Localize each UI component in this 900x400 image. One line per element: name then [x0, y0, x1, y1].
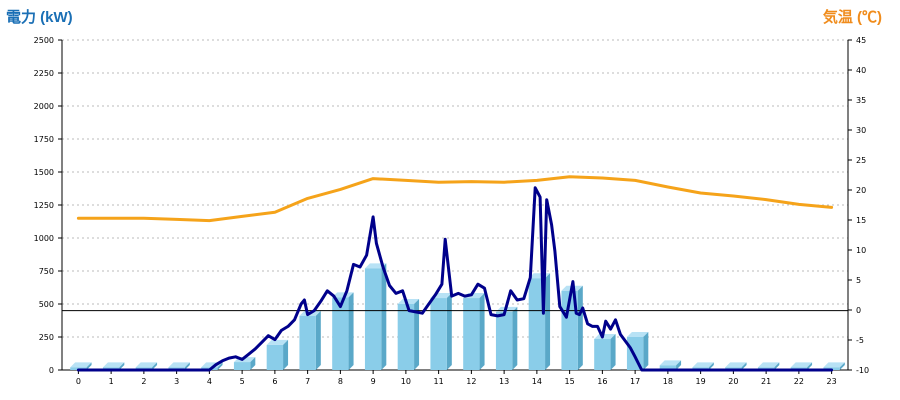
- x-tick-label: 4: [207, 377, 212, 386]
- x-tick-label: 0: [76, 377, 81, 386]
- right-axis-title: 気温 (℃): [822, 9, 882, 26]
- right-tick-label: 5: [856, 276, 861, 285]
- x-tick-label: 15: [565, 377, 575, 386]
- right-tick-label: 20: [856, 186, 866, 195]
- power-bar: [397, 299, 420, 370]
- x-tick-label: 9: [371, 377, 376, 386]
- x-tick-label: 20: [728, 377, 738, 386]
- left-tick-label: 750: [39, 267, 54, 276]
- power-bar: [266, 339, 289, 370]
- x-tick-label: 16: [597, 377, 607, 386]
- power-bar: [659, 360, 682, 370]
- x-tick-label: 2: [141, 377, 146, 386]
- left-tick-label: 1000: [34, 234, 54, 243]
- power-bar: [299, 310, 321, 370]
- left-tick-label: 250: [39, 333, 54, 342]
- power-line: [76, 186, 834, 372]
- left-tick-label: 2000: [34, 102, 54, 111]
- right-tick-label: 25: [856, 156, 866, 165]
- left-tick-label: 1750: [34, 135, 54, 144]
- right-tick-label: 0: [856, 306, 861, 315]
- x-tick-label: 8: [338, 377, 343, 386]
- power-bar: [594, 333, 616, 370]
- right-tick-label: -5: [856, 336, 864, 345]
- right-tick-label: -10: [856, 366, 869, 375]
- left-tick-label: 2250: [34, 69, 54, 78]
- power-bar: [463, 293, 485, 370]
- x-tick-label: 17: [630, 377, 640, 386]
- right-tick-label: 40: [856, 66, 866, 75]
- x-tick-label: 23: [827, 377, 837, 386]
- power-bar: [364, 263, 387, 370]
- left-tick-label: 0: [49, 366, 54, 375]
- x-tick-label: 22: [794, 377, 804, 386]
- x-tick-label: 10: [401, 377, 411, 386]
- x-tick-label: 21: [761, 377, 771, 386]
- right-tick-label: 30: [856, 126, 866, 135]
- x-tick-label: 7: [305, 377, 310, 386]
- power-bar: [332, 292, 354, 370]
- x-tick-label: 13: [499, 377, 509, 386]
- x-tick-label: 14: [532, 377, 542, 386]
- x-tick-label: 11: [434, 377, 444, 386]
- right-tick-label: 15: [856, 216, 866, 225]
- x-tick-label: 5: [240, 377, 245, 386]
- left-axis-title: 電力 (kW): [6, 9, 73, 26]
- power-bar: [430, 293, 452, 370]
- left-tick-label: 500: [39, 300, 54, 309]
- x-tick-label: 3: [174, 377, 179, 386]
- power-bar: [561, 285, 583, 370]
- x-tick-label: 6: [272, 377, 277, 386]
- right-tick-label: 10: [856, 246, 866, 255]
- x-tick-label: 19: [696, 377, 706, 386]
- x-tick-label: 1: [109, 377, 114, 386]
- left-tick-label: 1500: [34, 168, 54, 177]
- x-tick-label: 18: [663, 377, 673, 386]
- right-tick-label: 35: [856, 96, 866, 105]
- x-tick-label: 12: [466, 377, 476, 386]
- left-tick-label: 2500: [34, 36, 54, 45]
- left-tick-label: 1250: [34, 201, 54, 210]
- right-tick-label: 45: [856, 36, 866, 45]
- power-bar: [528, 273, 551, 370]
- temperature-line: [76, 175, 834, 223]
